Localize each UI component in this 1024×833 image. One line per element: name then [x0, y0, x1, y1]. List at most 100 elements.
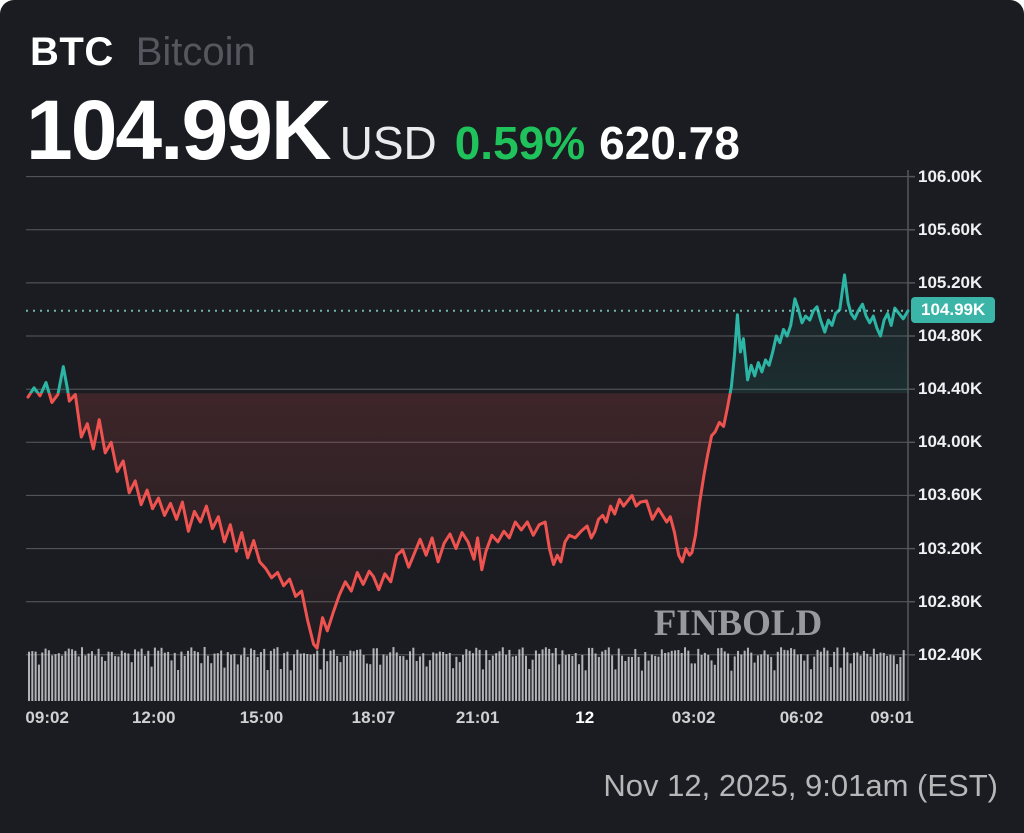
volume-bar: [684, 647, 687, 701]
volume-bar: [124, 652, 127, 701]
volume-bar: [534, 650, 537, 701]
volume-bar: [392, 647, 395, 701]
volume-bar: [879, 652, 882, 701]
volume-bar: [153, 647, 156, 701]
volume-bar: [637, 656, 640, 701]
volume-bar: [720, 647, 723, 701]
finbold-watermark: FINBOLD: [653, 603, 823, 644]
volume-bar: [846, 652, 849, 701]
volume-bar: [809, 669, 812, 701]
volume-bar: [723, 651, 726, 701]
volume-bar: [584, 670, 587, 701]
volume-bar: [104, 660, 107, 701]
volume-bar: [501, 647, 504, 701]
timestamp: Nov 12, 2025, 9:01am (EST): [603, 768, 998, 803]
volume-bar: [87, 653, 90, 701]
y-axis-label: 103.20K: [918, 538, 983, 558]
volume-bar: [230, 654, 233, 701]
volume-bar: [346, 656, 349, 701]
volume-bar: [538, 653, 541, 701]
volume-bar: [74, 650, 77, 701]
volume-bar: [462, 654, 465, 701]
volume-bar: [667, 652, 670, 701]
volume-bar: [475, 647, 478, 701]
volume-bar: [379, 664, 382, 701]
volume-bar: [856, 652, 859, 701]
y-axis-label: 103.60K: [918, 485, 983, 505]
asset-name: Bitcoin: [135, 30, 256, 74]
volume-bar: [836, 647, 839, 701]
volume-bar: [77, 656, 80, 701]
volume-bar: [319, 669, 322, 701]
volume-bar: [687, 650, 690, 701]
volume-bar: [743, 650, 746, 701]
volume-bar: [647, 660, 650, 701]
volume-bar: [896, 664, 899, 701]
x-axis-label: 12: [575, 708, 595, 727]
volume-bar: [554, 648, 557, 701]
price-line-up: [28, 273, 910, 394]
volume-bar: [670, 650, 673, 701]
x-axis-label: 03:02: [671, 708, 716, 727]
volume-bar: [621, 655, 624, 701]
volume-bar: [750, 652, 753, 701]
volume-bar: [240, 655, 243, 701]
volume-bar: [140, 648, 143, 701]
volume-bar: [806, 654, 809, 701]
price-area-up: [30, 274, 908, 394]
volume-bar: [717, 648, 720, 701]
volume-bar: [157, 650, 160, 701]
volume-bar: [279, 669, 282, 701]
volume-bar: [196, 652, 199, 701]
volume-bar: [303, 653, 305, 701]
volume-bar: [81, 647, 84, 701]
volume-bar: [617, 648, 620, 701]
volume-bar: [680, 653, 683, 701]
volume-bar: [57, 653, 60, 701]
volume-bar: [568, 654, 571, 701]
volume-bar: [329, 650, 332, 701]
volume-bar: [826, 650, 829, 701]
volume-bar: [786, 650, 789, 701]
volume-bar: [693, 663, 696, 701]
volume-bar: [309, 654, 312, 701]
volume-bar: [342, 655, 345, 701]
volume-bar: [776, 651, 779, 701]
volume-bar: [876, 654, 879, 701]
volume-bar: [551, 653, 554, 701]
volume-bar: [833, 651, 836, 701]
volume-bar: [591, 647, 594, 701]
volume-bar: [107, 651, 110, 701]
volume-bar: [312, 653, 315, 701]
volume-bar: [428, 660, 431, 701]
volume-bar: [515, 655, 518, 701]
volume-bar: [213, 653, 216, 701]
volume-bar: [160, 647, 163, 701]
volume-bar: [611, 655, 614, 701]
volume-bar: [296, 649, 299, 701]
volume-bar: [256, 657, 259, 701]
volume-bar: [753, 662, 756, 701]
x-axis-label: 09:02: [25, 708, 69, 727]
volume-bar: [790, 648, 793, 701]
volume-bar: [505, 654, 508, 701]
change-percent: 0.59%: [454, 117, 586, 169]
volume-bar: [44, 648, 47, 701]
y-axis-label: 105.60K: [918, 219, 983, 239]
volume-bar: [448, 652, 451, 701]
volume-bar: [892, 655, 895, 701]
volume-bar: [660, 649, 663, 701]
volume-bar: [405, 659, 408, 701]
change-value: 620.78: [599, 117, 740, 169]
volume-bar: [375, 648, 378, 701]
volume-bar: [266, 670, 269, 701]
volume-bar: [886, 655, 889, 701]
quote-row: 104.99K USD 0.59% 620.78: [26, 88, 740, 172]
volume-bar: [352, 651, 355, 701]
volume-bar: [349, 650, 352, 701]
volume-bar: [760, 654, 763, 701]
volume-bar: [607, 647, 610, 701]
volume-bar: [37, 664, 40, 701]
volume-bar: [521, 647, 524, 701]
volume-bar: [843, 647, 846, 701]
